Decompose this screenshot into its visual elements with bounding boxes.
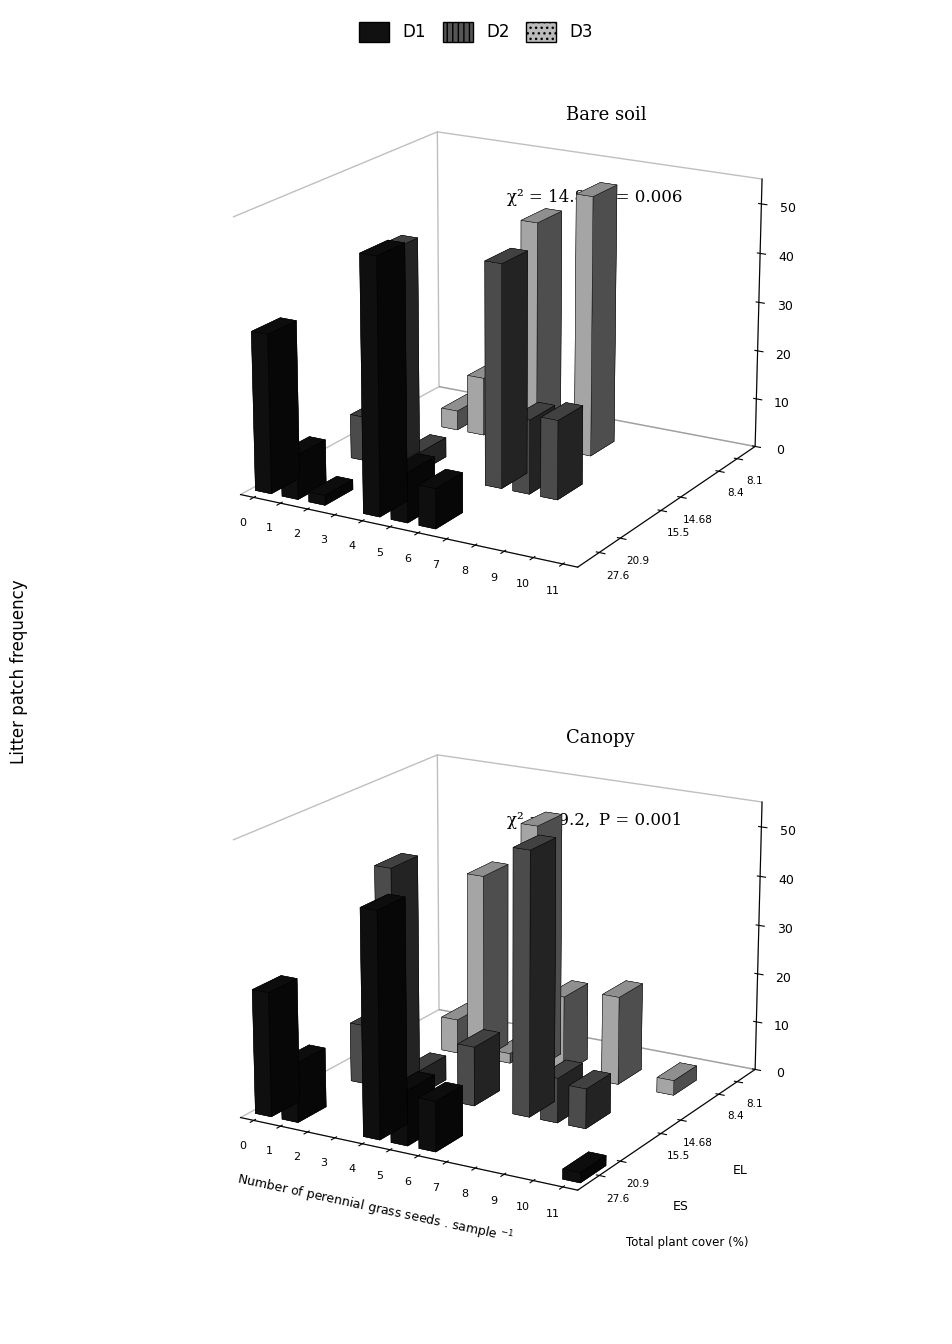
Text: Bare soil: Bare soil	[566, 106, 646, 125]
Text: χ² = 59.2,  P = 0.001: χ² = 59.2, P = 0.001	[506, 812, 683, 829]
Text: χ² = 14.8,  P = 0.006: χ² = 14.8, P = 0.006	[506, 190, 683, 207]
Text: EL: EL	[732, 1164, 747, 1177]
X-axis label: Number of perennial grass seeds . sample $^{-1}$: Number of perennial grass seeds . sample…	[235, 1171, 515, 1249]
Legend: D1, D2, D3: D1, D2, D3	[352, 15, 600, 48]
Text: Canopy: Canopy	[566, 730, 635, 747]
Text: Litter patch frequency: Litter patch frequency	[10, 579, 28, 765]
Text: Total plant cover (%): Total plant cover (%)	[625, 1235, 748, 1249]
Text: ES: ES	[673, 1200, 689, 1214]
